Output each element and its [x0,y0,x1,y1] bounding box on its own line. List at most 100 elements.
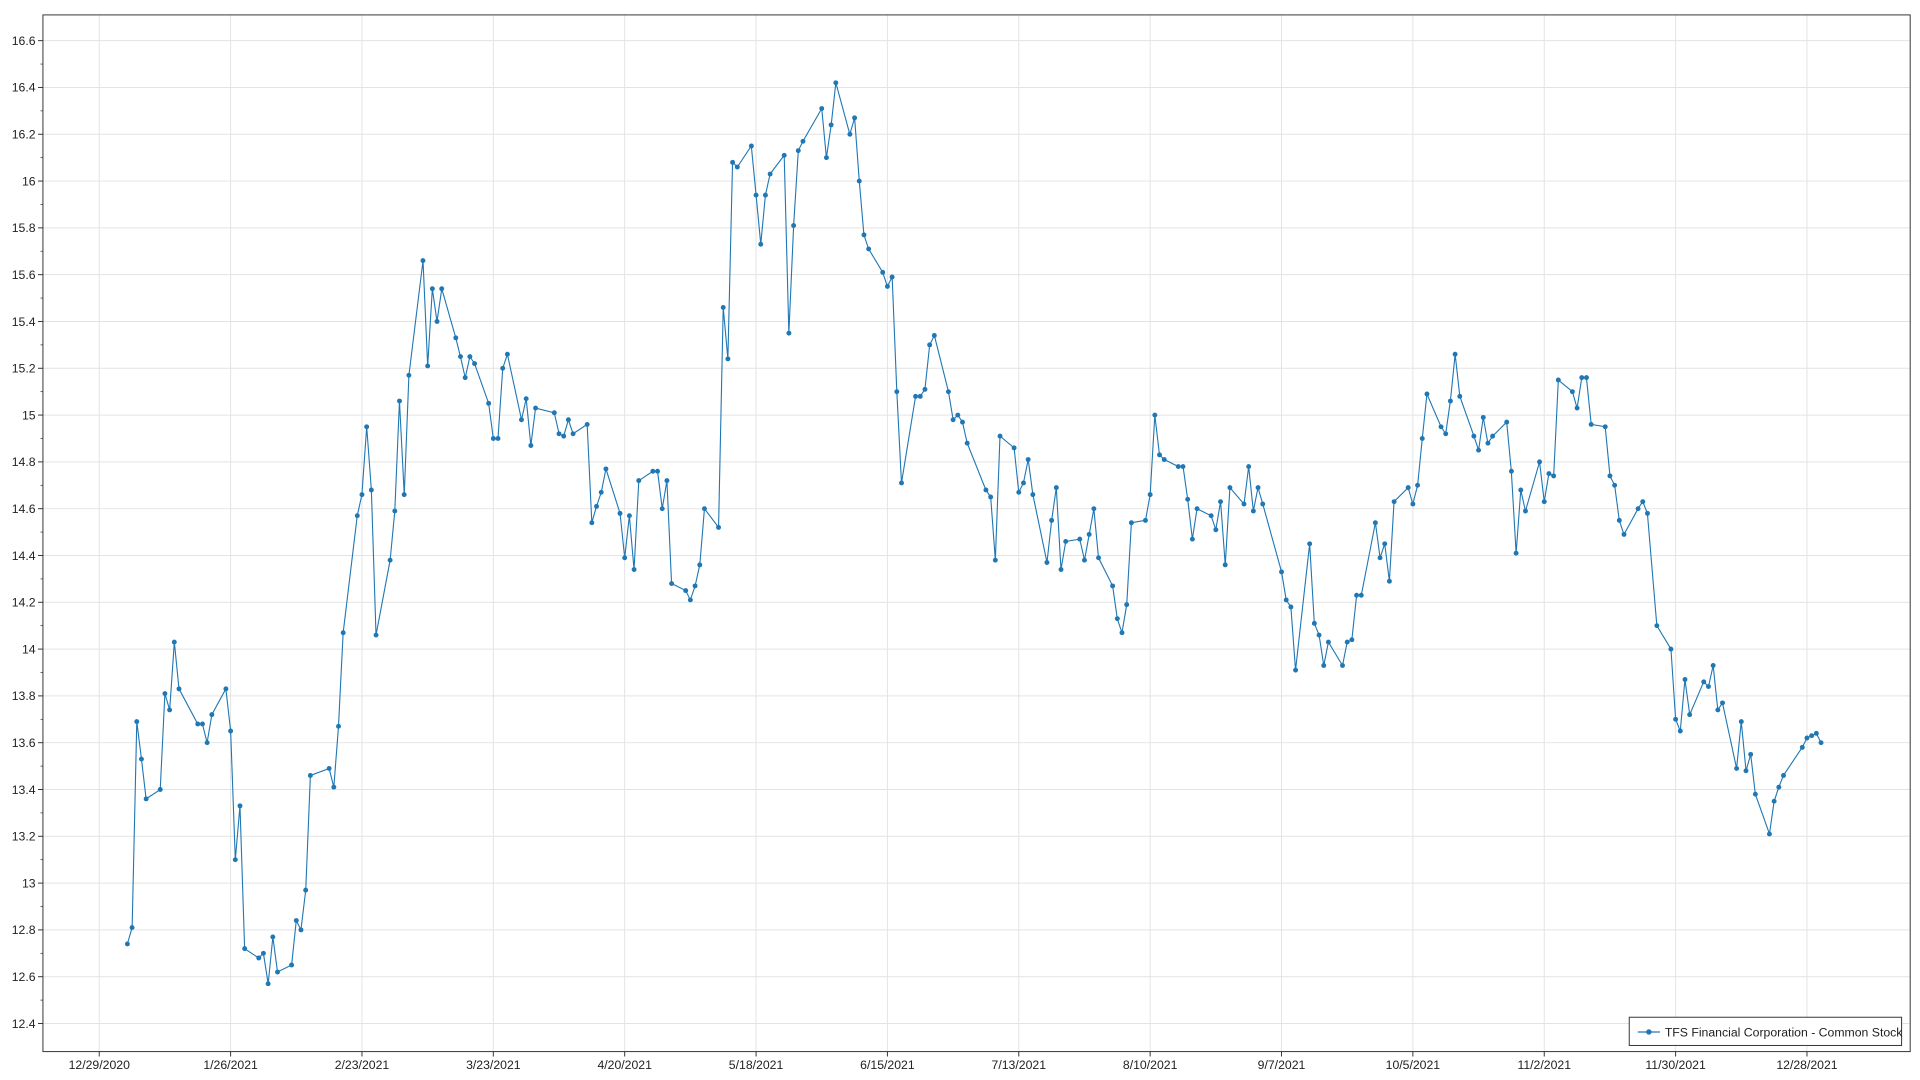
y-tick-label: 15.2 [12,362,36,376]
data-point [636,478,642,484]
data-point [1541,499,1547,505]
data-point [326,765,332,771]
data-point [866,246,872,252]
data-point [781,152,787,158]
data-point [1110,583,1116,589]
data-point [1508,468,1514,474]
data-point [354,513,360,519]
data-point [1382,541,1388,547]
data-point [303,887,309,893]
data-point [1011,445,1017,451]
data-point [847,131,853,137]
data-point [143,796,149,802]
data-point [242,946,248,952]
data-point [692,583,698,589]
data-point [1157,452,1162,458]
data-point [1175,464,1181,470]
data-point [1091,506,1097,512]
y-tick-label: 14.8 [12,455,36,469]
data-point [1143,517,1148,523]
data-point [659,506,665,512]
data-point [1715,707,1721,713]
data-point [275,969,280,975]
data-point [458,354,463,360]
y-tick-label: 16 [22,174,36,188]
data-point [1405,485,1411,491]
data-point [1635,506,1641,512]
data-point [1358,592,1364,598]
data-point [1518,487,1524,493]
y-tick-label: 13.6 [12,736,36,750]
data-point [467,354,473,360]
data-point [1344,639,1350,645]
y-tick-label: 12.6 [12,970,36,984]
data-point [856,178,862,184]
series-line [126,82,1822,984]
data-point [1377,555,1383,561]
y-tick-label: 13.4 [12,783,36,797]
data-point [1372,520,1378,526]
data-point [331,784,337,790]
data-point [617,510,623,516]
data-point [1180,464,1186,470]
data-point [950,417,956,423]
data-point [725,356,731,362]
data-point [997,433,1003,439]
data-point [1082,557,1087,563]
data-point [167,707,173,713]
data-point [669,581,675,587]
data-point [880,269,886,275]
x-tick-label: 12/28/2021 [1776,1058,1837,1072]
data-point [336,723,341,729]
data-point [209,712,215,718]
y-tick-label: 14 [22,642,36,656]
data-point [453,335,459,341]
x-tick-label: 11/2/2021 [1517,1058,1571,1072]
data-point [701,506,707,512]
data-point [439,286,445,292]
data-point [232,857,238,863]
data-point [139,756,144,762]
data-point [1114,616,1120,622]
data-point [927,342,933,348]
data-point [753,192,759,198]
data-point [988,494,994,500]
data-point [124,941,130,947]
data-point [1152,412,1158,418]
data-point [1645,510,1650,516]
data-point [359,492,365,498]
data-point [960,419,965,425]
data-point [1307,541,1313,547]
x-tick-label: 1/26/2021 [203,1058,258,1072]
y-tick-label: 12.8 [12,923,36,937]
data-point [1607,473,1613,479]
data-point [1602,424,1608,430]
data-point [1734,765,1740,771]
data-point [523,396,529,402]
data-point [1063,538,1069,544]
data-point [1504,419,1510,425]
data-point [594,503,599,509]
data-point [504,351,510,357]
data-point [1194,506,1200,512]
data-point [1250,508,1256,514]
data-point [1260,501,1266,507]
data-point [931,333,937,338]
data-point [1340,663,1345,668]
data-point [1513,550,1519,556]
legend[interactable]: TFS Financial Corporation - Common Stock [1628,1016,1903,1046]
data-point [1058,567,1064,572]
data-point [565,417,571,423]
data-point [1705,684,1711,689]
data-point [664,478,670,484]
data-point [434,319,440,324]
data-point [364,424,370,430]
x-tick-label: 2/23/2021 [335,1058,390,1072]
data-point [697,562,703,568]
data-point [1053,485,1059,491]
data-point [922,386,928,392]
x-tick-label: 11/30/2021 [1645,1058,1706,1072]
data-point [1316,632,1322,638]
data-point [397,398,402,404]
data-point [1311,620,1317,626]
